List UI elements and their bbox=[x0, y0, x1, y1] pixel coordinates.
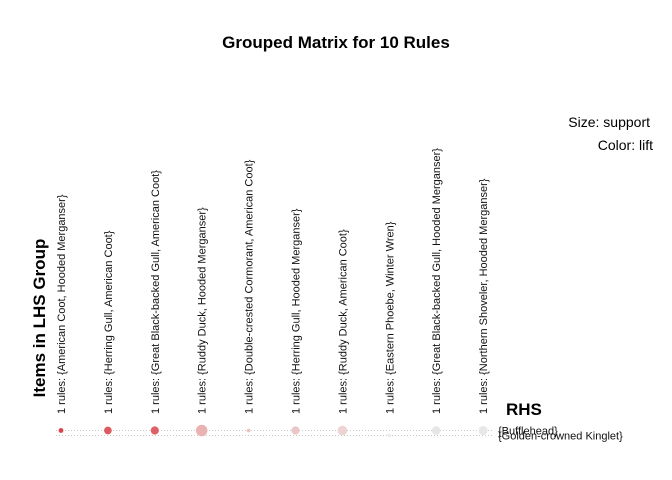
column-label: 1 rules: {Great Black-backed Gull, Ameri… bbox=[150, 170, 162, 414]
data-point bbox=[387, 434, 391, 438]
data-point bbox=[196, 425, 208, 437]
data-point bbox=[479, 426, 488, 435]
column-label: 1 rules: {Ruddy Duck, Hooded Merganser} bbox=[197, 207, 209, 414]
rhs-labels: {Bufflehead}{Golden-crowned Kinglet} bbox=[498, 426, 623, 443]
data-point bbox=[291, 426, 299, 434]
data-point bbox=[432, 426, 441, 435]
column-labels: 1 rules: {American Coot, Hooded Merganse… bbox=[56, 148, 490, 414]
legend-color: Color: lift bbox=[598, 137, 653, 153]
column-label: 1 rules: {Herring Gull, American Coot} bbox=[103, 230, 115, 414]
column-label: 1 rules: {Herring Gull, Hooded Merganser… bbox=[291, 208, 303, 414]
column-label: 1 rules: {American Coot, Hooded Merganse… bbox=[56, 194, 68, 414]
grid-lines bbox=[56, 431, 492, 436]
legend-size: Size: support bbox=[568, 114, 650, 130]
data-point bbox=[104, 427, 112, 435]
y-axis-label: Items in LHS Group bbox=[30, 239, 49, 398]
column-label: 1 rules: {Northern Shoveler, Hooded Merg… bbox=[478, 178, 490, 414]
data-point bbox=[59, 428, 64, 433]
column-label: 1 rules: {Double-crested Cormorant, Amer… bbox=[244, 159, 256, 414]
data-point bbox=[247, 429, 251, 433]
rhs-label: {Golden-crowned Kinglet} bbox=[498, 431, 623, 443]
column-label: 1 rules: {Eastern Phoebe, Winter Wren} bbox=[384, 221, 396, 414]
column-label: 1 rules: {Great Black-backed Gull, Hoode… bbox=[431, 148, 443, 414]
data-point bbox=[338, 426, 348, 436]
rhs-axis-title: RHS bbox=[506, 400, 542, 419]
chart-title: Grouped Matrix for 10 Rules bbox=[222, 33, 450, 52]
data-point bbox=[151, 426, 159, 434]
column-label: 1 rules: {Ruddy Duck, American Coot} bbox=[337, 229, 349, 414]
